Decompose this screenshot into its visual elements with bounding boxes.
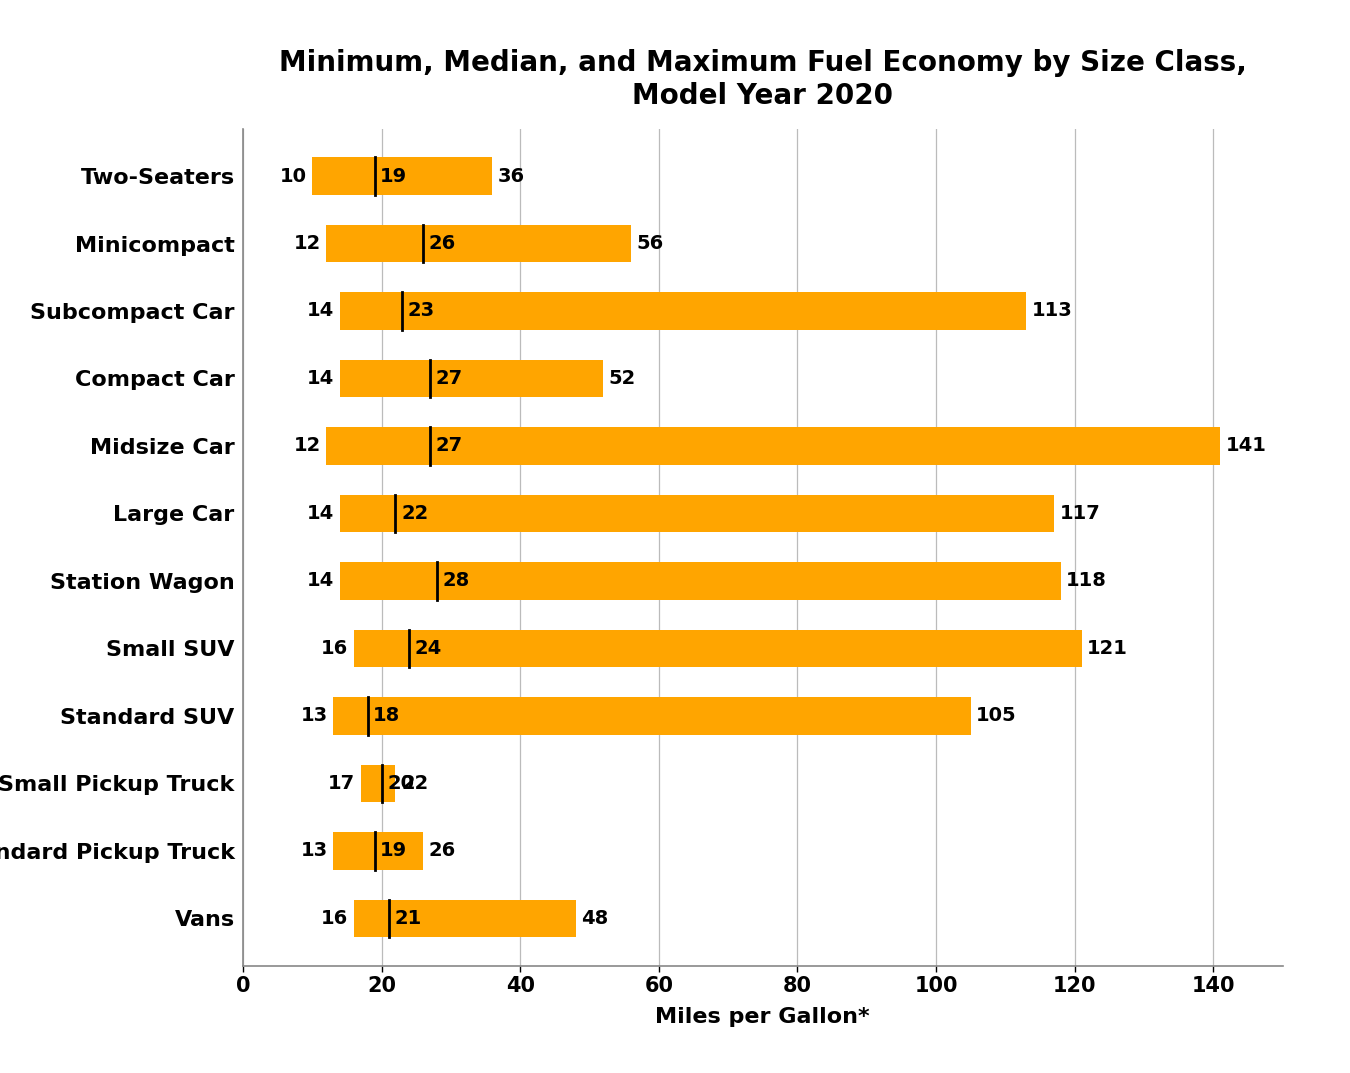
Title: Minimum, Median, and Maximum Fuel Economy by Size Class,
Model Year 2020: Minimum, Median, and Maximum Fuel Econom… [279,49,1246,109]
Bar [354,900,575,937]
Text: 22: 22 [401,504,428,523]
Text: 105: 105 [976,706,1017,725]
Text: 13: 13 [301,706,328,725]
Bar [340,293,1026,329]
Bar [354,630,1081,667]
Text: 19: 19 [381,166,408,186]
Text: 14: 14 [308,572,335,590]
Bar [333,833,423,869]
Text: 117: 117 [1060,504,1100,523]
Text: 26: 26 [429,841,456,861]
Text: 14: 14 [308,302,335,321]
Text: 141: 141 [1226,437,1266,455]
Text: 118: 118 [1066,572,1107,590]
Text: 113: 113 [1031,302,1072,321]
Text: 17: 17 [328,774,355,793]
X-axis label: Miles per Gallon*: Miles per Gallon* [656,1008,869,1027]
Bar [333,697,971,735]
Text: 24: 24 [414,640,441,658]
Text: 12: 12 [293,234,320,253]
Text: 23: 23 [408,302,435,321]
Text: 56: 56 [637,234,664,253]
Text: 27: 27 [436,369,463,388]
Text: 12: 12 [293,437,320,455]
Text: 16: 16 [321,909,348,928]
Text: 16: 16 [321,640,348,658]
Text: 14: 14 [308,504,335,523]
Bar [340,562,1061,600]
Text: 48: 48 [582,909,609,928]
Text: 26: 26 [429,234,456,253]
Bar [360,765,396,802]
Text: 121: 121 [1087,640,1129,658]
Text: 20: 20 [387,774,414,793]
Text: 28: 28 [443,572,470,590]
Bar [340,495,1054,532]
Bar [312,158,493,194]
Text: 18: 18 [374,706,401,725]
Text: 22: 22 [401,774,428,793]
Text: 13: 13 [301,841,328,861]
Bar [327,225,630,262]
Text: 14: 14 [308,369,335,388]
Text: 36: 36 [498,166,525,186]
Bar [340,359,603,397]
Text: 52: 52 [609,369,636,388]
Text: 27: 27 [436,437,463,455]
Text: 21: 21 [394,909,421,928]
Text: 19: 19 [381,841,408,861]
Text: 10: 10 [279,166,306,186]
Bar [327,427,1220,465]
